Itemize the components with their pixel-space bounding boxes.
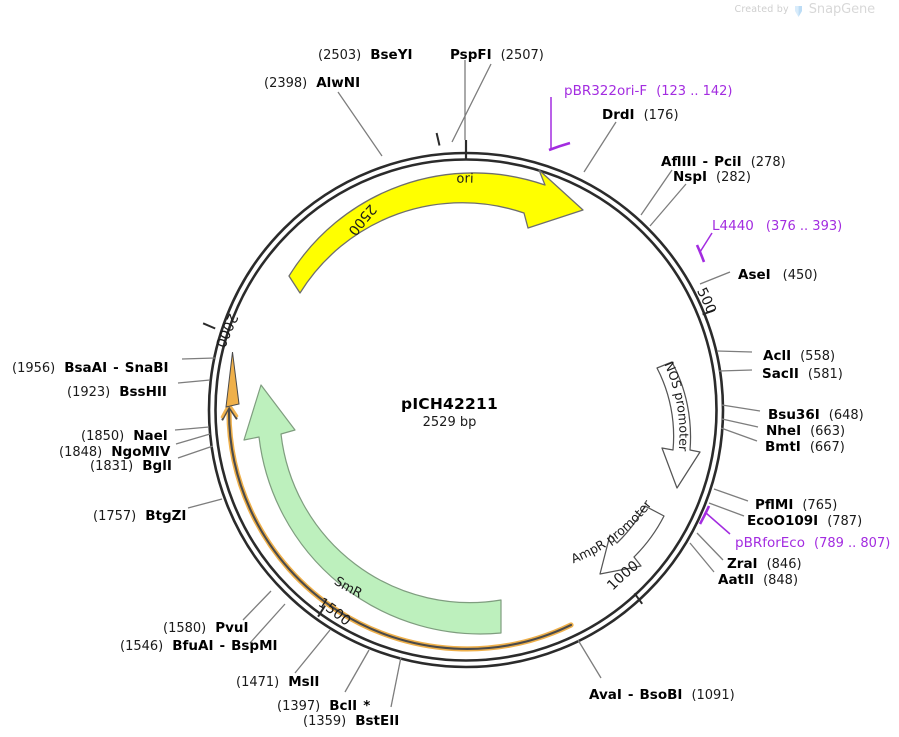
leader-afliii xyxy=(640,169,673,216)
feature-label-ori: ori xyxy=(456,172,474,187)
leader-bmti xyxy=(720,427,758,442)
enzyme-label-bstei[interactable]: (1359) BstEII xyxy=(303,713,400,729)
enzyme-label-nhei[interactable]: NheI (663) xyxy=(766,423,846,439)
tick-label-2000: 2000 xyxy=(212,311,241,350)
leader-aatii xyxy=(689,542,715,573)
leader-pflmi xyxy=(713,488,749,502)
enzyme-label-ngomiv[interactable]: (1848) NgoMIV xyxy=(59,444,171,460)
tick-1500 xyxy=(317,605,326,618)
leader-ecoo109i xyxy=(708,502,745,517)
leader-bsaai xyxy=(181,357,216,360)
primer-label-l4440[interactable]: L4440 (376 .. 393) xyxy=(712,218,843,234)
feature-ampr-promoter[interactable] xyxy=(599,505,665,575)
enzyme-label-msli[interactable]: (1471) MslI xyxy=(236,674,320,690)
enzyme-label-pvui[interactable]: (1580) PvuI xyxy=(163,620,249,636)
page-title: pICH42211 xyxy=(401,395,498,413)
primer-arc-pbr322ori-f xyxy=(548,141,571,152)
enzyme-label-bcli[interactable]: (1397) BclI * xyxy=(277,698,371,714)
plasmid-size-label: 2529 bp xyxy=(422,415,477,430)
leader-bfuai xyxy=(249,603,286,644)
enzyme-label-bsshii[interactable]: (1923) BssHII xyxy=(67,384,167,400)
leader-bseyi xyxy=(451,63,492,143)
enzyme-label-zrai[interactable]: ZraI (846) xyxy=(727,556,802,572)
primer-arc-l4440 xyxy=(695,244,706,263)
snapgene-credit: Created by SnapGene xyxy=(734,2,875,17)
leader-sacii xyxy=(718,369,753,372)
leader-nspi xyxy=(649,183,687,227)
enzyme-label-avai-bsobi[interactable]: AvaI - BsoBI (1091) xyxy=(589,687,735,703)
snapgene-brand-label: SnapGene xyxy=(808,2,875,17)
enzyme-label-ecoo109i[interactable]: EcoO109I (787) xyxy=(747,513,863,529)
leader-bgli xyxy=(177,445,214,459)
leader-btgzi xyxy=(187,498,223,509)
snapgene-logo-icon xyxy=(794,3,803,17)
feature-smr[interactable] xyxy=(243,384,502,635)
created-by-label: Created by xyxy=(734,4,789,15)
leader-acli xyxy=(716,350,753,353)
enzyme-label-aatii[interactable]: AatII (848) xyxy=(718,572,799,588)
leader-zrai xyxy=(696,532,724,561)
enzyme-leader-lines xyxy=(174,60,761,708)
enzyme-label-nspi[interactable]: NspI (282) xyxy=(673,169,751,185)
leader-bstei xyxy=(390,656,402,708)
feature-ori[interactable] xyxy=(288,169,584,294)
feature-nos-promoter[interactable] xyxy=(656,361,701,489)
leader-pvui xyxy=(242,590,272,621)
enzyme-label-drdi[interactable]: DrdI (176) xyxy=(602,107,679,123)
enzyme-label-bgli[interactable]: (1831) BglI xyxy=(90,458,172,474)
leader-bsu36i xyxy=(721,404,761,412)
enzyme-label-btgzi[interactable]: (1757) BtgZI xyxy=(93,508,187,524)
leader-l4440 xyxy=(699,232,713,253)
enzyme-label-pspfi[interactable]: PspFI (2507) xyxy=(450,47,544,63)
primer-label-pbrforeco[interactable]: pBRforEco (789 .. 807) xyxy=(735,535,891,551)
enzyme-label-afliii-pcii[interactable]: AflIII - PciI (278) xyxy=(661,154,786,170)
position-ticks xyxy=(202,132,716,618)
tick-2500 xyxy=(435,132,441,146)
leader-bsshii xyxy=(177,379,211,384)
enzyme-label-alwni[interactable]: (2398) AlwNI xyxy=(264,75,361,91)
leader-bcli xyxy=(344,649,370,693)
enzyme-label-bseyi[interactable]: (2503) BseYI xyxy=(318,47,413,63)
primer-leader-lines xyxy=(550,97,731,535)
enzyme-label-bsu36i[interactable]: Bsu36I (648) xyxy=(768,407,864,423)
enzyme-label-bsaai-snabi[interactable]: (1956) BsaAI - SnaBI xyxy=(12,360,169,376)
primer-arc-pbrforeco xyxy=(698,505,711,525)
tick-2000 xyxy=(202,322,216,330)
leader-nhei xyxy=(721,418,759,428)
enzyme-label-bfuai-bspmi[interactable]: (1546) BfuAI - BspMI xyxy=(120,638,278,654)
primer-label-pbr322ori-f[interactable]: pBR322ori-F (123 .. 142) xyxy=(564,83,733,99)
tick-1000 xyxy=(633,592,644,605)
enzyme-label-asei[interactable]: AseI (450) xyxy=(738,267,818,283)
leader-avai xyxy=(577,639,602,679)
leader-ngomiv xyxy=(175,433,211,445)
leader-pbrforeco xyxy=(705,512,731,535)
tick-500 xyxy=(702,308,716,316)
enzyme-label-pflmi[interactable]: PflMI (765) xyxy=(755,497,838,513)
orf-marker-line xyxy=(220,351,574,652)
leader-asei xyxy=(699,271,731,285)
leader-drdi xyxy=(583,121,617,173)
enzyme-label-sacii[interactable]: SacII (581) xyxy=(762,366,843,382)
enzyme-label-bmti[interactable]: BmtI (667) xyxy=(765,439,845,455)
enzyme-label-naei[interactable]: (1850) NaeI xyxy=(81,428,168,444)
leader-naei xyxy=(174,426,210,431)
leader-msli xyxy=(294,629,331,674)
primer-markers[interactable] xyxy=(548,141,711,525)
enzyme-label-acli[interactable]: AclI (558) xyxy=(763,348,836,364)
leader-alwni xyxy=(337,91,383,157)
